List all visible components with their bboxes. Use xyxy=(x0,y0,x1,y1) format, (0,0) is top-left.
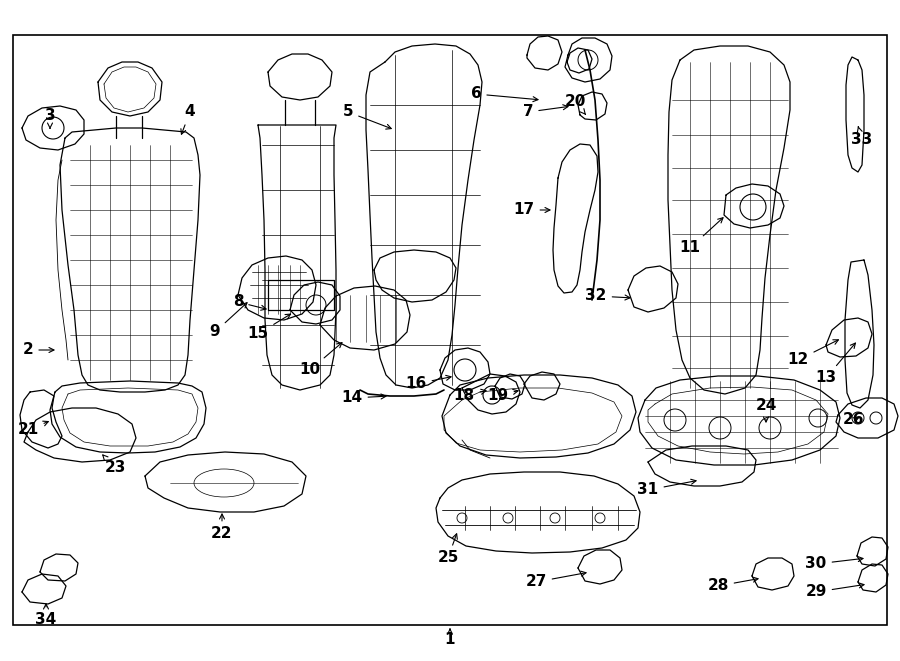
Text: 29: 29 xyxy=(806,583,864,600)
Text: 21: 21 xyxy=(17,421,49,438)
Text: 27: 27 xyxy=(526,571,586,590)
Text: 24: 24 xyxy=(755,399,777,422)
Text: 16: 16 xyxy=(405,375,451,391)
Text: 11: 11 xyxy=(680,217,723,256)
Text: 33: 33 xyxy=(851,127,873,147)
Text: 31: 31 xyxy=(637,479,696,498)
Text: 15: 15 xyxy=(248,314,291,342)
Text: 13: 13 xyxy=(815,343,855,385)
Text: 7: 7 xyxy=(523,104,568,120)
Text: 12: 12 xyxy=(788,340,839,368)
Text: 18: 18 xyxy=(454,387,486,403)
Text: 23: 23 xyxy=(103,455,126,475)
Text: 1: 1 xyxy=(445,629,455,648)
Text: 22: 22 xyxy=(212,514,233,541)
Text: 14: 14 xyxy=(341,391,386,405)
Text: 6: 6 xyxy=(471,87,538,102)
Text: 5: 5 xyxy=(343,104,392,129)
Text: 9: 9 xyxy=(210,303,247,340)
Text: 10: 10 xyxy=(300,342,342,377)
Text: 8: 8 xyxy=(233,295,266,310)
Text: 26: 26 xyxy=(843,412,865,428)
Text: 25: 25 xyxy=(437,534,459,566)
Bar xyxy=(13,35,887,625)
Text: 3: 3 xyxy=(45,108,55,128)
Text: 2: 2 xyxy=(22,342,54,358)
Text: 4: 4 xyxy=(181,104,195,134)
Text: 20: 20 xyxy=(564,95,586,114)
Text: 34: 34 xyxy=(35,604,57,627)
Text: 28: 28 xyxy=(707,577,758,594)
Text: 19: 19 xyxy=(488,387,518,403)
Text: 17: 17 xyxy=(513,202,550,217)
Text: 32: 32 xyxy=(585,288,630,303)
Text: 30: 30 xyxy=(806,557,863,572)
